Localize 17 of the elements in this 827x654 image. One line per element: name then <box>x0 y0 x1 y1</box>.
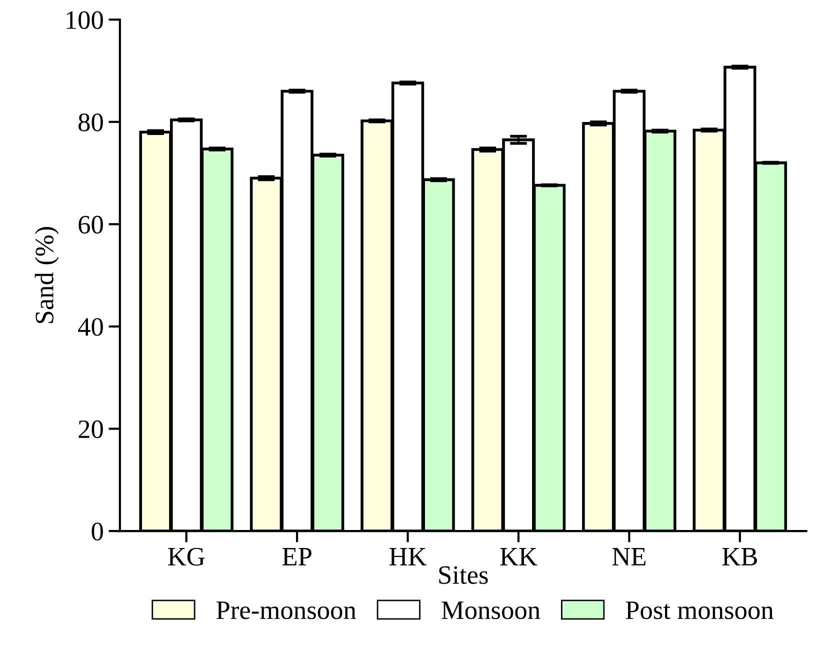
y-tick-label: 60 <box>78 216 103 234</box>
y-tick-label: 40 <box>78 318 103 336</box>
y-tick-label: 100 <box>66 11 103 30</box>
x-tick-label: KK <box>500 548 538 566</box>
x-tick-label: NE <box>612 548 646 566</box>
x-axis-title: Sites <box>439 566 488 584</box>
y-tick-label: 20 <box>78 420 103 438</box>
y-axis-title: Sand (%) <box>34 227 59 324</box>
legend-label: Post monsoon <box>626 602 774 620</box>
legend-label: Monsoon <box>442 602 540 620</box>
y-tick-label: 80 <box>78 114 103 132</box>
x-tick-label: HK <box>389 548 427 566</box>
x-tick-label: EP <box>282 548 312 566</box>
x-tick-label: KG <box>168 548 205 566</box>
y-tick-label: 0 <box>92 522 103 540</box>
x-tick-label: KB <box>722 548 757 566</box>
legend-label: Pre-monsoon <box>216 602 356 620</box>
